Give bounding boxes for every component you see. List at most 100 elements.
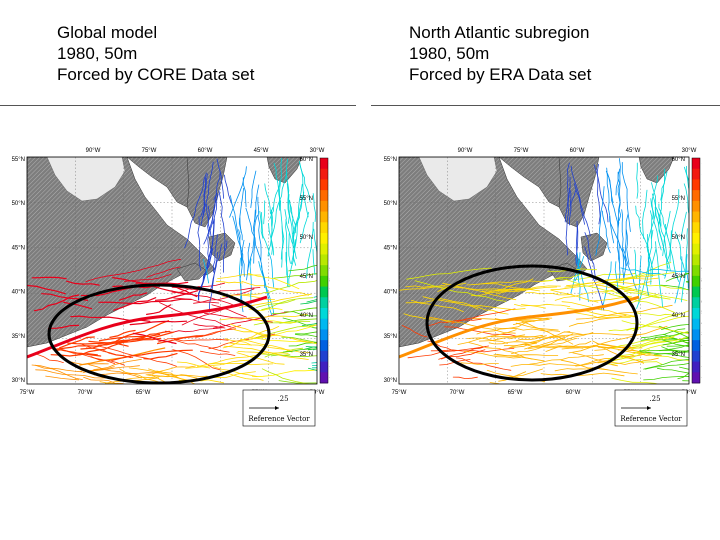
current-streamline <box>508 334 544 340</box>
current-streamline <box>85 347 134 358</box>
current-streamline <box>637 255 642 304</box>
current-streamline <box>200 173 208 218</box>
current-streamline <box>282 348 317 353</box>
current-streamline <box>285 158 290 224</box>
colorbar-tick-label: 17 <box>702 181 703 187</box>
map-figure-svg: 90°W75°W60°W45°W30°W75°W70°W65°W60°W55°W… <box>12 148 331 427</box>
current-streamline <box>645 362 689 370</box>
left-caption-line-3: Forced by CORE Data set <box>57 65 255 84</box>
current-streamline <box>221 370 264 381</box>
right-panel-caption: North Atlantic subregion 1980, 50m Force… <box>409 22 591 85</box>
current-streamline <box>677 373 689 380</box>
colorbar-tick-label: 4 <box>702 321 703 327</box>
current-streamline <box>306 221 314 279</box>
colorbar-segment <box>320 233 328 245</box>
current-streamline <box>262 280 317 294</box>
right-lat-label: 40°N <box>672 313 685 319</box>
current-streamline <box>98 298 192 305</box>
left-caption-line-2: 1980, 50m <box>57 44 138 63</box>
current-streamline <box>414 280 507 302</box>
colorbar-segment <box>692 275 700 287</box>
current-streamline <box>261 212 270 252</box>
land-mass-5 <box>208 232 236 262</box>
colorbar-tick-label: -1 <box>702 364 703 370</box>
colorbar-segment <box>692 318 700 330</box>
current-streamline <box>165 327 224 333</box>
colorbar-segment <box>692 158 700 170</box>
colorbar-segment <box>320 350 328 362</box>
current-streamline <box>618 287 671 300</box>
current-streamline <box>592 345 644 364</box>
current-streamline <box>129 320 188 326</box>
current-streamline <box>554 367 609 372</box>
current-streamline <box>650 247 657 285</box>
colorbar-tick-label: 14 <box>330 214 331 220</box>
top-lon-label: 45°W <box>254 148 269 154</box>
current-streamline <box>686 254 689 289</box>
current-streamline <box>292 196 303 246</box>
current-streamline <box>215 281 243 284</box>
current-streamline <box>175 340 230 353</box>
colorbar-tick-label: 3 <box>330 331 331 337</box>
current-streamline <box>203 258 209 284</box>
current-streamline <box>541 332 594 347</box>
current-streamline <box>157 335 204 345</box>
map-content-group <box>399 157 689 384</box>
current-streamline <box>263 200 266 225</box>
right-lat-label: 40°N <box>300 313 313 319</box>
current-streamline <box>199 218 215 290</box>
current-streamline <box>510 363 580 367</box>
current-streamline <box>660 284 689 291</box>
land-mass-4 <box>266 157 303 184</box>
current-streamline <box>259 210 264 239</box>
current-streamline <box>455 357 512 371</box>
current-streamline <box>635 205 653 265</box>
current-streamline <box>407 345 489 359</box>
current-streamline <box>145 365 196 376</box>
current-streamline <box>251 337 317 345</box>
colorbar-tick-label: 19 <box>330 160 331 166</box>
current-streamline <box>556 278 632 298</box>
current-streamline <box>111 349 193 361</box>
current-streamline <box>401 325 428 338</box>
current-streamline <box>159 302 232 328</box>
current-streamline <box>239 293 312 308</box>
current-streamline <box>510 334 583 348</box>
current-streamline <box>576 304 673 320</box>
current-streamline <box>636 162 639 199</box>
current-streamline <box>35 353 64 363</box>
map-content-group <box>27 157 317 384</box>
colorbar-tick-label: 13 <box>330 224 331 230</box>
right-lat-label: 50°N <box>300 235 313 241</box>
colorbar-tick-label: 4 <box>330 321 331 327</box>
current-streamline <box>615 168 621 196</box>
current-streamline <box>212 287 261 293</box>
current-streamline <box>451 308 516 324</box>
current-streamline <box>232 215 243 266</box>
current-streamline <box>616 355 663 365</box>
current-streamline <box>261 368 310 384</box>
right-lat-label: 35°N <box>300 352 313 358</box>
land-mass-6 <box>176 262 208 282</box>
current-streamline <box>674 231 685 271</box>
colorbar-segment <box>692 190 700 202</box>
right-lat-label: 45°N <box>300 274 313 280</box>
current-streamline <box>233 329 314 344</box>
land-mass-3 <box>558 157 600 228</box>
left-lat-label: 55°N <box>384 157 397 163</box>
current-streamline <box>154 290 198 301</box>
current-streamline <box>285 219 295 248</box>
colorbar-segment <box>320 254 328 266</box>
current-streamline <box>185 359 251 369</box>
current-streamline <box>223 240 228 273</box>
current-streamline <box>35 369 106 379</box>
current-streamline <box>529 354 604 365</box>
bottom-lon-label: 60°W <box>566 390 581 396</box>
current-streamline <box>545 341 592 352</box>
current-streamline <box>55 348 102 357</box>
current-streamline <box>595 186 605 256</box>
colorbar-segment <box>320 190 328 202</box>
current-streamline <box>172 349 221 371</box>
colorbar-segment <box>320 297 328 309</box>
current-streamline <box>484 278 534 294</box>
